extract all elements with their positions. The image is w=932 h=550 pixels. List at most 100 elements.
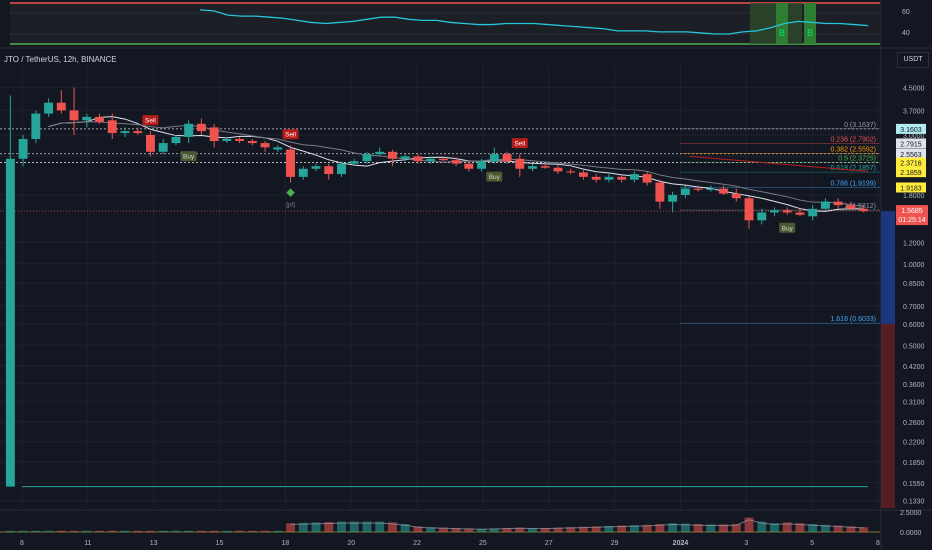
candle-body [56,102,66,111]
volume-bar [235,530,245,532]
y-tick-label: 1.2000 [903,241,925,248]
candle-body [222,138,232,142]
volume-bar [464,528,474,532]
volume-bar [744,517,754,532]
fib-level-label: 0.236 (2.7902) [830,136,876,143]
candle-body [298,168,308,177]
y-tick-label: 0.7000 [903,304,925,311]
volume-bar [145,530,155,532]
oscillator-background [10,3,880,45]
fib-level-label: 1 (1.5812) [844,203,876,210]
y-tick-label: 0.3100 [903,399,925,406]
currency-selector[interactable]: USDT [897,52,929,68]
x-tick-label: 22 [413,540,421,547]
volume-bar [515,527,525,532]
candle-body [795,212,805,215]
trend-line [689,155,869,172]
y-tick-label: 0.2600 [903,420,925,427]
candle-body [375,151,385,155]
y-tick-label: 4.5000 [903,85,925,92]
price-axis-tag-label: 2.3716 [900,161,922,168]
price-axis-tag [896,123,926,134]
candle-body [273,147,283,150]
volume-bar [629,525,639,532]
volume-bar [859,527,869,532]
volume-bar [18,530,28,532]
volume-bar [438,527,448,532]
volume-bar [719,524,729,532]
price-axis-tag-label: 2.1859 [900,170,922,177]
volume-bar [617,525,627,532]
volume-bar [604,526,614,532]
volume-bar [770,523,779,532]
volume-axis-label: 0.0000 [900,530,922,537]
y-tick-label: 0.8500 [903,281,925,288]
y-tick-label: 0.4200 [903,364,925,371]
candle-body [209,127,219,142]
x-tick-label: 18 [281,540,289,547]
volume-bar [820,524,830,532]
candle-body [95,116,104,123]
x-tick-label: 8 [876,540,880,547]
axis-range-bar-red [881,323,895,508]
volume-bar [31,530,41,532]
y-tick-label: 0.6000 [903,322,925,329]
volume-bar [107,530,117,532]
buy-signal-badge [180,151,197,162]
price-axis-tag [896,157,926,168]
candle-body [196,123,206,132]
volume-bar [668,523,678,532]
candle-body [324,166,334,175]
candle-body [833,201,843,206]
candle-body [311,166,321,169]
x-tick-label: 29 [611,540,619,547]
y-tick-label: 1.8000 [903,193,925,200]
volume-bar [528,528,537,532]
volume-bar [846,526,856,532]
pivot-low-label: [pl] [286,202,295,209]
candle-body [528,166,537,169]
oscillator-line [199,9,869,35]
candle-body [617,176,627,180]
candle-body [107,120,117,134]
volume-bar [400,524,410,532]
volume-bar [286,523,296,532]
candle-body [464,163,474,169]
volume-bar [222,530,232,532]
volume-bar [298,522,308,532]
volume-bar [337,521,346,532]
price-axis-tag-label: 2.5563 [900,152,922,159]
volume-bar [578,526,588,532]
x-tick-label: 15 [216,540,224,547]
volume-bar [311,522,321,532]
x-tick-label: 8 [20,540,24,547]
y-tick-label: 0.1550 [903,481,925,488]
y-tick-label: 1.0000 [903,262,925,269]
candle-body [387,151,397,159]
candle-body [680,188,690,195]
volume-bar [706,524,716,532]
sell-signal-badge [511,138,528,149]
candle-body [184,123,194,137]
oscillator-signal-label: B [807,28,813,38]
candle-body [642,174,652,183]
candle-body [629,174,639,180]
candle-body [31,113,41,139]
candle-body [438,158,448,161]
candle-body [502,154,512,162]
volume-bar [502,528,512,532]
volume-bar [387,522,397,532]
candle-body [655,182,665,202]
buy-signal-badge [779,222,796,233]
symbol-legend: JTO / TetherUS, 12h, BINANCE [4,55,117,64]
candle-body [566,171,576,173]
oscillator-label-60: 60 [902,9,910,16]
candle-body [362,154,372,162]
candle-body [337,163,346,175]
volume-bar [795,523,805,532]
candle-body [693,188,703,190]
y-tick-label: 0.5000 [903,343,925,350]
candle-body [591,176,601,180]
sell-signal-label: Sell [285,132,296,139]
